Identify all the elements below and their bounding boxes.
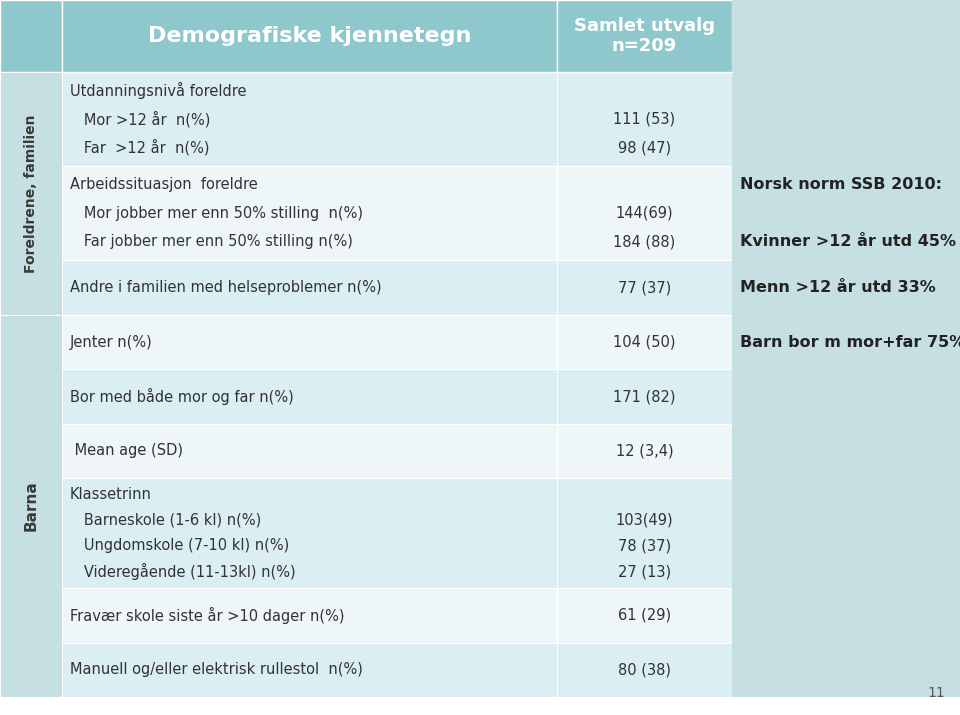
Text: Manuell og/eller elektrisk rullestol  n(%): Manuell og/eller elektrisk rullestol n(%… (70, 662, 363, 677)
Bar (62, 370, 557, 424)
Bar (732, 166, 960, 260)
Text: Klassetrinn: Klassetrinn (70, 488, 152, 503)
Bar (62, 478, 557, 588)
Bar (62, 0, 557, 72)
Text: Far  >12 år  n(%): Far >12 år n(%) (70, 139, 209, 156)
Text: 171 (82): 171 (82) (613, 389, 676, 404)
Text: 27 (13): 27 (13) (618, 564, 671, 579)
Bar (557, 424, 732, 478)
Text: 77 (37): 77 (37) (618, 280, 671, 295)
Text: Barn bor m mor+far 75%: Barn bor m mor+far 75% (740, 335, 960, 350)
Bar (732, 315, 960, 370)
Bar (732, 260, 960, 315)
Text: Barneskole (1-6 kl) n(%): Barneskole (1-6 kl) n(%) (70, 513, 261, 528)
Text: 11: 11 (927, 686, 945, 700)
Text: Videregående (11-13kl) n(%): Videregående (11-13kl) n(%) (70, 563, 296, 580)
Text: Menn >12 år utd 33%: Menn >12 år utd 33% (740, 280, 936, 295)
Bar (557, 370, 732, 424)
Text: Norsk norm SSB 2010:: Norsk norm SSB 2010: (740, 177, 942, 192)
Text: Barna: Barna (23, 480, 38, 531)
Text: 144(69): 144(69) (615, 206, 673, 221)
Text: Fravær skole siste år >10 dager n(%): Fravær skole siste år >10 dager n(%) (70, 607, 345, 624)
Bar (62, 315, 557, 370)
Bar (557, 0, 732, 72)
Text: Mor >12 år  n(%): Mor >12 år n(%) (70, 111, 210, 127)
Bar (62, 588, 557, 643)
Bar (557, 588, 732, 643)
Bar (557, 260, 732, 315)
Text: 80 (38): 80 (38) (618, 662, 671, 677)
Text: Demografiske kjennetegn: Demografiske kjennetegn (148, 26, 471, 46)
Bar (0, 72, 62, 315)
Bar (732, 424, 960, 478)
Text: 104 (50): 104 (50) (613, 335, 676, 350)
Text: Mor jobber mer enn 50% stilling  n(%): Mor jobber mer enn 50% stilling n(%) (70, 206, 363, 221)
Text: Jenter n(%): Jenter n(%) (70, 335, 153, 350)
Bar (62, 424, 557, 478)
Text: Arbeidssituasjon  foreldre: Arbeidssituasjon foreldre (70, 177, 257, 192)
Text: Andre i familien med helseproblemer n(%): Andre i familien med helseproblemer n(%) (70, 280, 382, 295)
Text: 61 (29): 61 (29) (618, 608, 671, 623)
Bar (62, 260, 557, 315)
Bar (732, 588, 960, 643)
Bar (732, 72, 960, 166)
Text: 111 (53): 111 (53) (613, 112, 676, 127)
Bar (62, 72, 557, 166)
Text: 78 (37): 78 (37) (618, 538, 671, 553)
Text: 12 (3,4): 12 (3,4) (615, 443, 673, 458)
Text: 98 (47): 98 (47) (618, 140, 671, 155)
Text: Far jobber mer enn 50% stilling n(%): Far jobber mer enn 50% stilling n(%) (70, 235, 353, 250)
Bar (557, 315, 732, 370)
Bar (732, 478, 960, 588)
Text: 184 (88): 184 (88) (613, 235, 676, 250)
Bar (557, 72, 732, 166)
Bar (732, 0, 960, 72)
Text: Bor med både mor og far n(%): Bor med både mor og far n(%) (70, 388, 294, 405)
Bar (557, 166, 732, 260)
Bar (732, 643, 960, 697)
Text: Foreldrene, familien: Foreldrene, familien (24, 114, 38, 272)
Text: Samlet utvalg
n=209: Samlet utvalg n=209 (574, 16, 715, 55)
Text: Kvinner >12 år utd 45%: Kvinner >12 år utd 45% (740, 235, 956, 250)
Text: Utdanningsnivå foreldre: Utdanningsnivå foreldre (70, 82, 247, 99)
Bar (62, 643, 557, 697)
Bar (62, 166, 557, 260)
Bar (0, 0, 62, 72)
Text: Mean age (SD): Mean age (SD) (70, 443, 183, 458)
Bar (0, 315, 62, 697)
Bar (557, 643, 732, 697)
Bar (732, 370, 960, 424)
Text: Ungdomskole (7-10 kl) n(%): Ungdomskole (7-10 kl) n(%) (70, 538, 289, 553)
Text: 103(49): 103(49) (615, 513, 673, 528)
Bar (557, 478, 732, 588)
